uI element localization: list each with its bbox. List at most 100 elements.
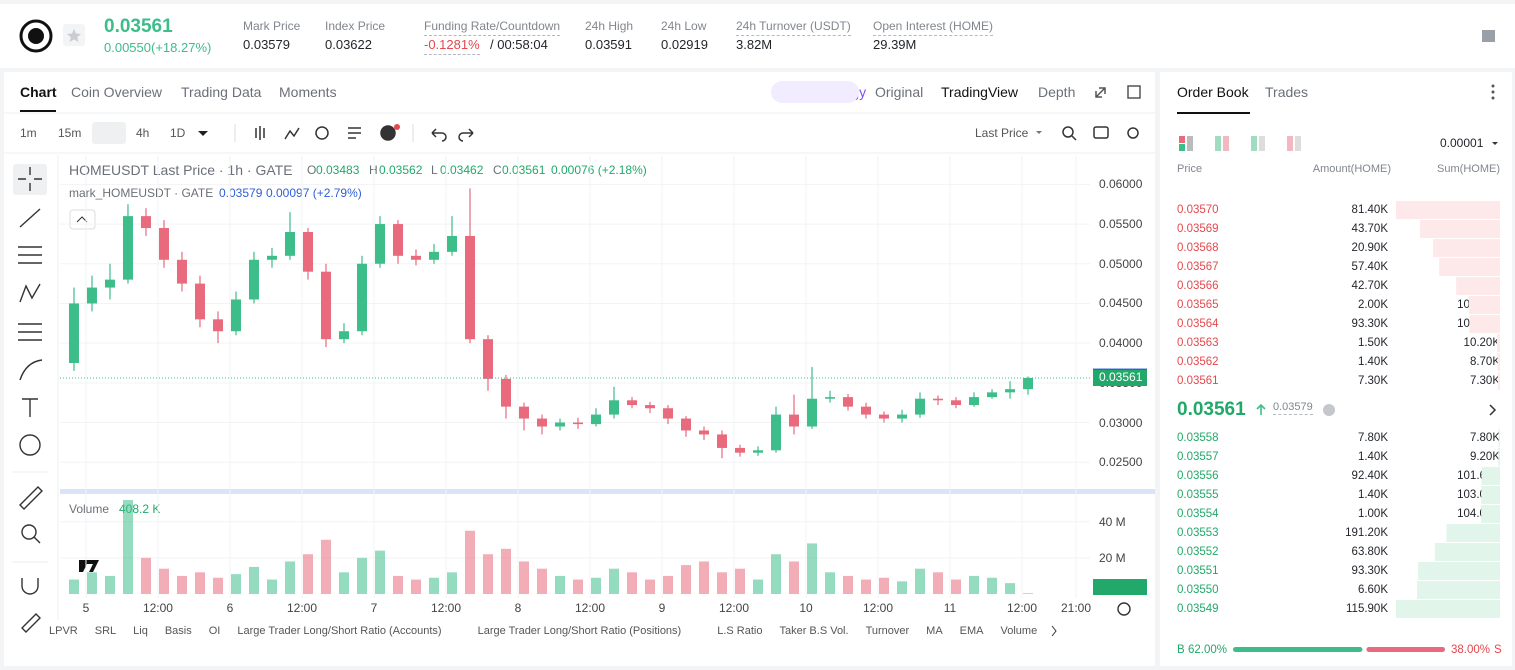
price-source[interactable]: Last Price [975,126,1029,140]
book-price: 0.03552 [1177,546,1219,558]
indicator[interactable]: Volume [1000,625,1038,637]
book-mark-price: 0.03579 [1273,401,1313,415]
collapse-button[interactable] [69,209,96,230]
book-price: 0.03562 [1177,356,1219,368]
buy-ratio-bar [1233,647,1363,652]
view-tab[interactable]: Depth [1038,84,1076,100]
ohlc-label: O [307,163,317,177]
info-icon[interactable] [1323,404,1335,416]
depth-bar [1497,372,1500,390]
indicator[interactable]: L.S Ratio [717,625,763,637]
book-tab[interactable]: Order Book [1177,84,1249,100]
indicator[interactable]: Taker B.S Vol. [779,625,849,637]
volume-bar [500,548,511,594]
volume-bar [284,561,295,594]
scroll-arrow[interactable] [1051,625,1057,637]
interval[interactable]: 15m [58,126,82,140]
window-icon[interactable] [1127,85,1141,99]
depth-bar [1469,315,1500,333]
book-amount: 93.30K [1351,565,1388,577]
volume-bar [825,572,836,594]
indicator[interactable]: Large Trader Long/Short Ratio (Accounts) [237,625,442,637]
indicator[interactable]: Liq [133,625,148,637]
candle-body [681,418,692,431]
candle-body [807,398,818,427]
view-tab[interactable]: TradingView [941,84,1019,100]
book-amount: 6.60K [1357,584,1388,596]
book-sum: 8.70K [1469,356,1500,368]
candle-body [158,228,169,260]
strategy-pill[interactable] [771,81,859,103]
precision[interactable]: 0.00001 [1440,136,1484,150]
indicator[interactable]: Basis [164,625,192,637]
book-layout-icons[interactable] [1179,136,1301,151]
book-amount: 92.40K [1351,470,1388,482]
book-amount: 1.40K [1357,451,1388,463]
volume-bar [428,577,439,594]
depth-bar [1435,543,1500,561]
interval[interactable]: 1m [20,126,37,140]
volume-bar [446,572,457,594]
precision-caret[interactable] [1492,142,1498,145]
expand-icon[interactable] [1095,87,1106,98]
indicator[interactable]: Large Trader Long/Short Ratio (Positions… [477,625,682,637]
drawing-tools[interactable] [18,167,43,633]
volume-bar [86,572,97,594]
tab[interactable]: Moments [279,84,337,100]
tab[interactable]: Chart [20,84,57,100]
toolbar-icons[interactable] [255,125,1139,142]
book-price: 0.03558 [1177,432,1219,444]
candle-body [609,400,620,415]
source-caret[interactable] [1036,131,1042,134]
y-tick-label: 0.04500 [1099,296,1143,311]
book-tab[interactable]: Trades [1265,84,1309,100]
pane-separator [60,489,1155,494]
depth-bar [1396,201,1500,219]
y-tick-label: 0.05500 [1099,217,1143,232]
book-amount: 1.40K [1357,356,1388,368]
indicator[interactable]: EMA [959,625,984,637]
depth-bar [1498,429,1500,447]
interval[interactable]: 1D [170,126,186,140]
book-price: 0.03569 [1177,223,1219,235]
candle-body [374,224,385,264]
ohlc-value: 0.03561 [502,163,546,177]
volume-bar [735,568,746,594]
volume-bar [1005,583,1016,594]
indicator[interactable]: MA [926,625,943,637]
view-tab[interactable]: Original [875,84,924,100]
volume-bar [843,575,854,594]
more-icon[interactable] [1491,84,1495,100]
stat-value: 29.39M [873,37,917,52]
candle-body [284,232,295,256]
indicator[interactable]: Turnover [865,625,910,637]
more-arrow[interactable] [1489,404,1497,416]
book-amount: 1.50K [1357,337,1388,349]
book-price: 0.03570 [1177,204,1219,216]
candle-body [194,283,205,320]
volume-bar [753,579,764,594]
dropdown-caret[interactable] [198,131,208,136]
candle-body [699,430,710,435]
volume-bar [1023,593,1034,594]
depth-bar [1496,334,1500,352]
book-price: 0.03549 [1177,603,1219,615]
indicator[interactable]: OI [208,625,221,637]
book-amount: 93.30K [1351,318,1388,330]
settings-icon[interactable] [1117,602,1131,616]
interval[interactable]: 4h [136,126,150,140]
volume-bar [158,568,169,594]
book-amount: 7.80K [1357,432,1388,444]
volume-bar [627,572,638,594]
indicator[interactable]: LPVR [49,625,78,637]
logo [19,19,53,53]
book-icon[interactable] [1482,30,1495,42]
candle-body [591,414,602,425]
notice-dot [394,124,400,130]
volume-bar [879,577,890,594]
tab[interactable]: Trading Data [181,84,262,100]
tab[interactable]: Coin Overview [71,84,163,100]
indicator[interactable]: SRL [94,625,117,637]
x-tick-label: 12:00 [430,601,461,615]
x-tick-label: 12:00 [862,601,894,615]
